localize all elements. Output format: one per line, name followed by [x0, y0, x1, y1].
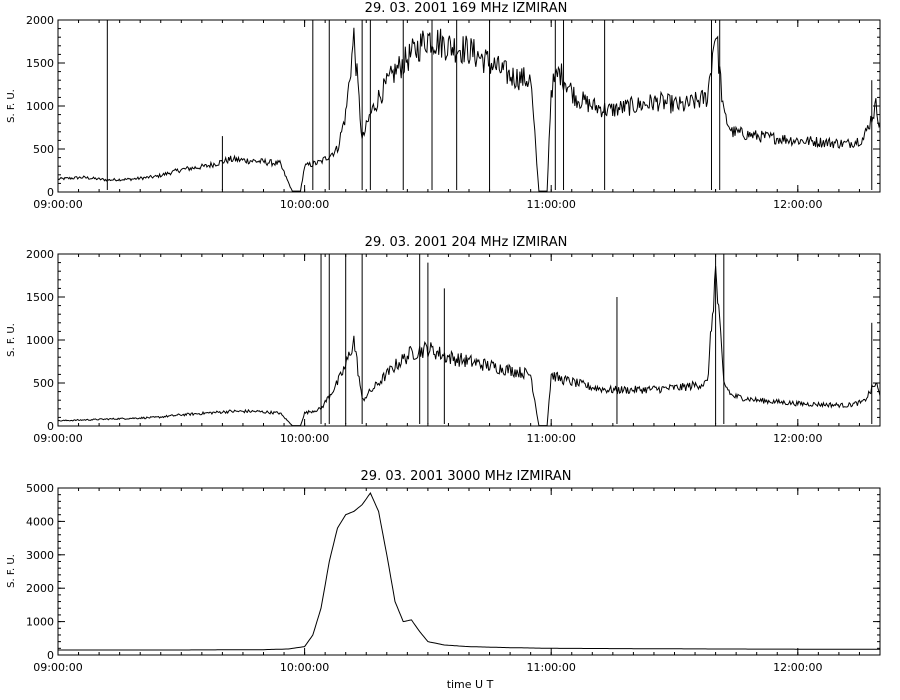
x-tick-label: 09:00:00 — [33, 432, 82, 445]
y-tick-label: 2000 — [26, 248, 54, 261]
series-line-0 — [57, 27, 881, 192]
y-axis-label: S. F. U. — [6, 323, 17, 357]
plot-area: 0 1000 2000 3000 4000 5000 09:00:00 10:00:00 11:… — [26, 482, 881, 674]
y-tick-label: 4000 — [26, 515, 54, 528]
x-tick-label: 10:00:00 — [280, 432, 329, 445]
y-tick-label: 500 — [33, 377, 54, 390]
chart-title: 29. 03. 2001 204 MHz IZMIRAN — [365, 235, 568, 250]
y-axis-label: S. F. U. — [6, 554, 17, 588]
plot-frame — [57, 487, 881, 656]
chart-title: 29. 03. 2001 169 MHz IZMIRAN — [365, 1, 568, 16]
panel-169mhz: 29. 03. 2001 169 MHz IZMIRAN S. F. U. 0 5… — [6, 1, 881, 211]
x-tick-label: 09:00:00 — [33, 198, 82, 211]
x-axis-label: time U T — [447, 678, 494, 691]
y-tick-label: 500 — [33, 143, 54, 156]
y-tick-label: 2000 — [26, 582, 54, 595]
x-tick-label: 12:00:00 — [773, 198, 822, 211]
y-tick-label: 0 — [47, 649, 54, 662]
series-line-0 — [58, 491, 880, 651]
x-tick-label: 11:00:00 — [526, 432, 575, 445]
plot-frame — [57, 19, 881, 193]
y-tick-label: 1000 — [26, 100, 54, 113]
chart-title: 29. 03. 2001 3000 MHz IZMIRAN — [361, 469, 572, 484]
y-axis-label: S. F. U. — [6, 89, 17, 123]
y-tick-label: 5000 — [26, 482, 54, 495]
panel-3000mhz: 29. 03. 2001 3000 MHz IZMIRAN S. F. U. 0… — [6, 469, 881, 691]
y-tick-label: 1000 — [26, 616, 54, 629]
x-tick-label: 12:00:00 — [773, 432, 822, 445]
y-tick-label: 1000 — [26, 334, 54, 347]
x-tick-label: 10:00:00 — [280, 661, 329, 674]
x-tick-label: 11:00:00 — [526, 198, 575, 211]
x-tick-label: 11:00:00 — [526, 661, 575, 674]
y-tick-label: 2000 — [26, 14, 54, 27]
x-tick-label: 09:00:00 — [33, 661, 82, 674]
series-line-0 — [57, 266, 881, 427]
y-tick-label: 0 — [47, 186, 54, 199]
y-tick-label: 3000 — [26, 549, 54, 562]
x-tick-label: 12:00:00 — [773, 661, 822, 674]
x-tick-label: 10:00:00 — [280, 198, 329, 211]
y-tick-label: 1500 — [26, 291, 54, 304]
panel-204mhz: 29. 03. 2001 204 MHz IZMIRAN S. F. U. 0 5… — [6, 235, 881, 445]
plot-area: 0 500 1000 1500 2000 09:00:00 10:00:00 11:00:00… — [26, 248, 881, 445]
plot-area: 0 500 1000 1500 2000 09:00:00 10:00:00 11:00:00… — [26, 14, 881, 211]
y-tick-label: 1500 — [26, 57, 54, 70]
y-tick-label: 0 — [47, 420, 54, 433]
